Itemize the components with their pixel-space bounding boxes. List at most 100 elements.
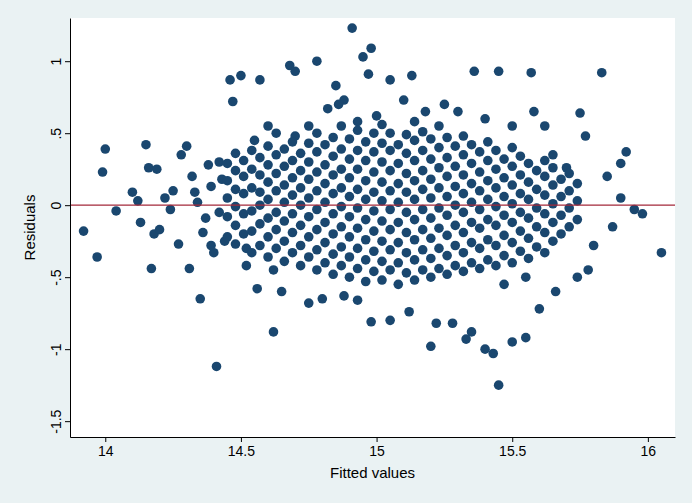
x-tick-mark: [241, 437, 242, 442]
point: [507, 121, 517, 131]
point: [328, 229, 338, 239]
point: [231, 221, 241, 231]
point: [526, 68, 536, 78]
point: [369, 128, 379, 138]
y-tick-label: 1: [48, 58, 64, 66]
point: [426, 213, 436, 223]
point: [366, 43, 376, 53]
point: [393, 258, 403, 268]
point: [488, 349, 498, 359]
background: [0, 0, 692, 503]
point: [304, 121, 314, 131]
point: [575, 108, 585, 118]
y-tick-mark: [65, 133, 70, 134]
point: [168, 186, 178, 196]
point: [337, 222, 347, 232]
point: [369, 147, 379, 157]
point: [353, 146, 363, 156]
point: [418, 265, 428, 275]
point: [128, 187, 138, 197]
point: [263, 121, 273, 131]
point: [540, 172, 550, 182]
point: [630, 205, 640, 215]
point: [393, 280, 403, 290]
point: [597, 68, 607, 78]
x-tick-mark: [105, 437, 106, 442]
y-axis: -1.5-1-.50.51: [48, 19, 71, 438]
point: [516, 151, 526, 161]
point: [475, 167, 485, 177]
point: [442, 192, 452, 202]
point: [483, 137, 493, 147]
point: [450, 182, 460, 192]
point: [399, 95, 409, 105]
point: [499, 210, 509, 220]
point: [328, 189, 338, 199]
point: [491, 183, 501, 193]
point: [136, 218, 146, 228]
x-axis-line: [71, 437, 676, 438]
point: [516, 208, 526, 218]
point: [364, 69, 374, 79]
point: [337, 261, 347, 271]
point: [564, 169, 574, 179]
point: [551, 287, 561, 297]
point: [377, 177, 387, 187]
point: [323, 104, 333, 114]
point: [657, 248, 667, 258]
point: [247, 248, 257, 258]
point: [288, 137, 298, 147]
x-axis-title: Fitted values: [330, 464, 415, 481]
point: [312, 167, 322, 177]
point: [252, 284, 262, 294]
point: [621, 147, 631, 157]
point: [377, 275, 387, 285]
point: [239, 189, 249, 199]
point: [442, 231, 452, 241]
point: [402, 208, 412, 218]
y-axis-title: Residuals: [21, 195, 38, 261]
point: [638, 209, 648, 219]
point: [385, 186, 395, 196]
point: [377, 257, 387, 267]
point: [288, 190, 298, 200]
y-tick-label: -1: [48, 343, 64, 356]
point: [290, 66, 300, 76]
point: [499, 280, 509, 290]
point: [271, 186, 281, 196]
point: [483, 255, 493, 265]
point: [532, 166, 542, 176]
y-tick-mark: [65, 205, 70, 206]
point: [540, 156, 550, 166]
point: [426, 174, 436, 184]
point: [385, 205, 395, 215]
point: [426, 341, 436, 351]
point: [353, 223, 363, 233]
point: [507, 199, 517, 209]
point: [434, 163, 444, 173]
point: [516, 170, 526, 180]
reference-line: [70, 205, 675, 206]
point: [556, 192, 566, 202]
point: [255, 187, 265, 197]
point: [231, 166, 241, 176]
point: [450, 261, 460, 271]
point: [304, 212, 314, 222]
point: [418, 225, 428, 235]
point: [532, 242, 542, 252]
point: [524, 254, 534, 264]
point: [345, 173, 355, 183]
point: [334, 100, 344, 110]
point: [339, 291, 349, 301]
point: [239, 172, 249, 182]
point: [347, 23, 357, 33]
point: [402, 149, 412, 159]
point: [491, 221, 501, 231]
point: [337, 202, 347, 212]
point: [442, 153, 452, 163]
point: [393, 179, 403, 189]
point: [483, 176, 493, 186]
point: [524, 195, 534, 205]
y-tick-label: .5: [48, 128, 64, 140]
point: [410, 235, 420, 245]
